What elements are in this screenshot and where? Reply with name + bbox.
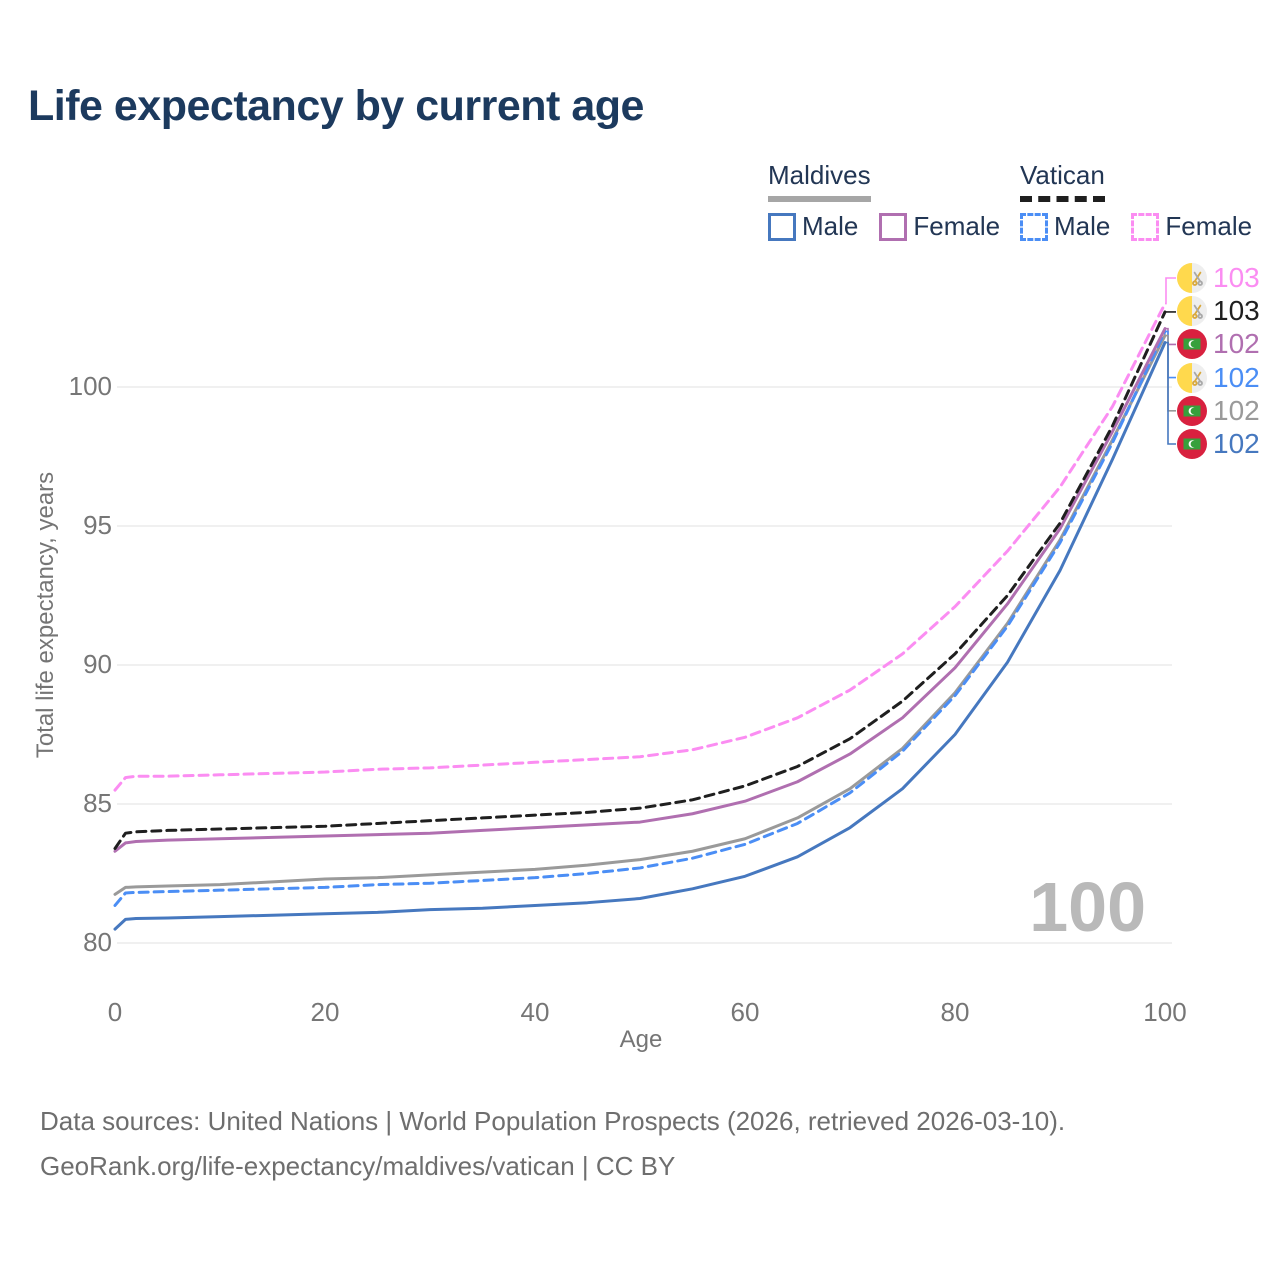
label-connector-vatican_male	[1165, 330, 1176, 379]
x-tick-label: 0	[107, 997, 123, 1027]
vatican-female-swatch-icon	[1131, 212, 1160, 241]
maldives-flag-icon	[1177, 429, 1207, 459]
legend-item-label: Female	[1165, 211, 1253, 241]
legend-items-vatican: Male Female	[1020, 211, 1252, 242]
maldives-flag-icon	[1177, 329, 1207, 360]
x-tick-label: 60	[730, 997, 760, 1027]
series-line-vatican_male	[113, 329, 1167, 907]
end-value-label: 103	[1213, 295, 1260, 327]
legend-item-maldives-female[interactable]: Female	[879, 211, 1000, 242]
vatican-flag-icon	[1177, 263, 1207, 293]
end-value-label: 102	[1213, 361, 1260, 393]
label-connector-maldives_total	[1165, 334, 1176, 412]
maldives-female-swatch-icon	[879, 212, 908, 241]
x-tick-label: 80	[940, 997, 970, 1027]
y-tick-label: 100	[68, 371, 112, 401]
legend-item-label: Male	[1054, 211, 1111, 241]
vatican-male-swatch-icon	[1020, 212, 1048, 241]
legend-items-maldives: Male Female	[768, 211, 1000, 242]
x-tick-label: 40	[520, 997, 550, 1027]
data-sources-note: Data sources: United Nations | World Pop…	[40, 1106, 1066, 1136]
y-tick-label: 95	[83, 510, 112, 540]
y-tick-label: 85	[83, 788, 112, 818]
vatican-flag-icon	[1177, 362, 1207, 393]
footer: Data sources: United Nations | World Pop…	[40, 1106, 1065, 1196]
end-value-label: 102	[1213, 428, 1260, 459]
series-end-label-maldives_male[interactable]: 102	[1177, 428, 1260, 460]
maldives-male-swatch-icon	[768, 212, 796, 241]
end-value-label: 102	[1213, 328, 1260, 360]
label-connector-maldives_male	[1165, 341, 1176, 445]
legend-group-vatican: Vatican Male Female	[1020, 160, 1252, 242]
x-axis-title: Age	[619, 1026, 663, 1053]
age-indicator-watermark: 100	[1029, 868, 1146, 946]
legend-item-vatican-male[interactable]: Male	[1020, 211, 1110, 242]
x-tick-label: 20	[310, 997, 340, 1027]
attribution-note: GeoRank.org/life-expectancy/maldives/vat…	[40, 1151, 676, 1181]
legend-item-label: Male	[802, 211, 859, 241]
series-end-label-maldives_female[interactable]: 102	[1177, 328, 1260, 360]
x-tick-label: 100	[1143, 997, 1187, 1027]
series-line-vatican_total	[113, 310, 1167, 850]
series-line-maldives_total	[113, 334, 1167, 896]
series-end-label-vatican_female[interactable]: 103	[1177, 262, 1260, 294]
y-tick-label: 80	[83, 927, 112, 957]
legend-item-vatican-female[interactable]: Female	[1131, 211, 1252, 242]
series-line-vatican_female	[113, 302, 1167, 792]
series-end-label-vatican_male[interactable]: 102	[1177, 362, 1260, 394]
series-end-label-maldives_total[interactable]: 102	[1177, 395, 1260, 427]
label-connector-vatican_female	[1165, 277, 1176, 305]
legend-item-label: Female	[913, 211, 1001, 241]
legend-item-maldives-male[interactable]: Male	[768, 211, 858, 242]
legend-group-maldives: Maldives Male Female	[768, 160, 1000, 242]
series-end-label-vatican_total[interactable]: 103	[1177, 295, 1260, 327]
end-value-label: 102	[1213, 394, 1260, 426]
legend-group-title-maldives: Maldives	[768, 160, 871, 202]
page-title: Life expectancy by current age	[28, 82, 644, 130]
end-value-label: 103	[1213, 262, 1260, 293]
vatican-flag-icon	[1177, 296, 1207, 327]
maldives-flag-icon	[1177, 395, 1207, 426]
y-tick-label: 90	[83, 649, 112, 679]
series-line-maldives_female	[113, 327, 1167, 853]
legend-group-title-vatican: Vatican	[1020, 160, 1105, 202]
series-line-maldives_male	[113, 341, 1167, 931]
